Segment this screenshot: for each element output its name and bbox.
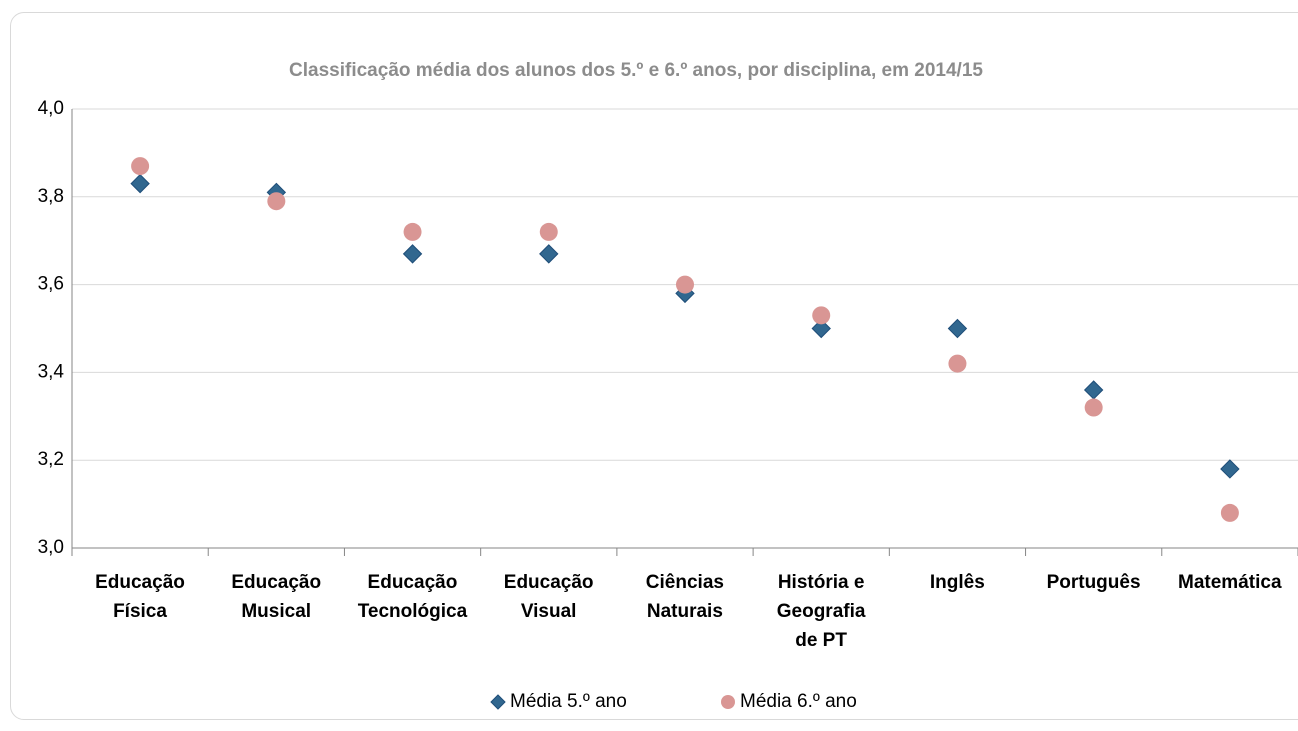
- x-tick-label: História e Geografia de PT: [776, 572, 866, 651]
- x-tick-label: Português: [1046, 572, 1141, 593]
- chart-title: Classificação média dos alunos dos 5.º e…: [289, 60, 983, 81]
- data-point: [1084, 398, 1103, 417]
- data-point: [131, 157, 150, 176]
- data-point: [267, 192, 286, 211]
- chart-card: [10, 12, 1298, 720]
- y-tick-label: 3,0: [38, 537, 64, 558]
- x-tick-label: Educação Física: [95, 572, 185, 622]
- legend-marker: [721, 695, 735, 709]
- legend-label: Média 5.º ano: [510, 691, 627, 712]
- data-point: [947, 318, 968, 339]
- x-tick-label: Educação Visual: [503, 572, 594, 622]
- data-point: [403, 222, 422, 241]
- legend-marker: [490, 694, 506, 710]
- y-tick-label: 3,6: [38, 274, 64, 295]
- data-point: [402, 244, 423, 264]
- y-tick-label: 3,8: [38, 186, 64, 207]
- data-point: [539, 244, 559, 264]
- data-point: [1083, 380, 1104, 400]
- data-point: [811, 318, 831, 339]
- y-tick-label: 4,0: [38, 98, 64, 119]
- data-point: [948, 354, 967, 373]
- x-tick-label: Matemática: [1178, 572, 1282, 593]
- y-tick-label: 3,2: [38, 449, 64, 470]
- legend-label: Média 6.º ano: [740, 691, 857, 712]
- x-tick-label: Educação Musical: [231, 572, 322, 622]
- x-tick-label: Ciências Naturais: [645, 572, 724, 622]
- data-point: [812, 306, 831, 325]
- data-point: [1220, 503, 1239, 522]
- x-tick-label: Inglês: [929, 572, 985, 593]
- x-tick-label: Educação Tecnológica: [357, 572, 468, 622]
- data-point: [676, 275, 694, 294]
- data-point: [539, 222, 558, 241]
- y-tick-label: 3,4: [38, 361, 65, 382]
- data-point: [130, 173, 150, 194]
- data-point: [1220, 459, 1240, 479]
